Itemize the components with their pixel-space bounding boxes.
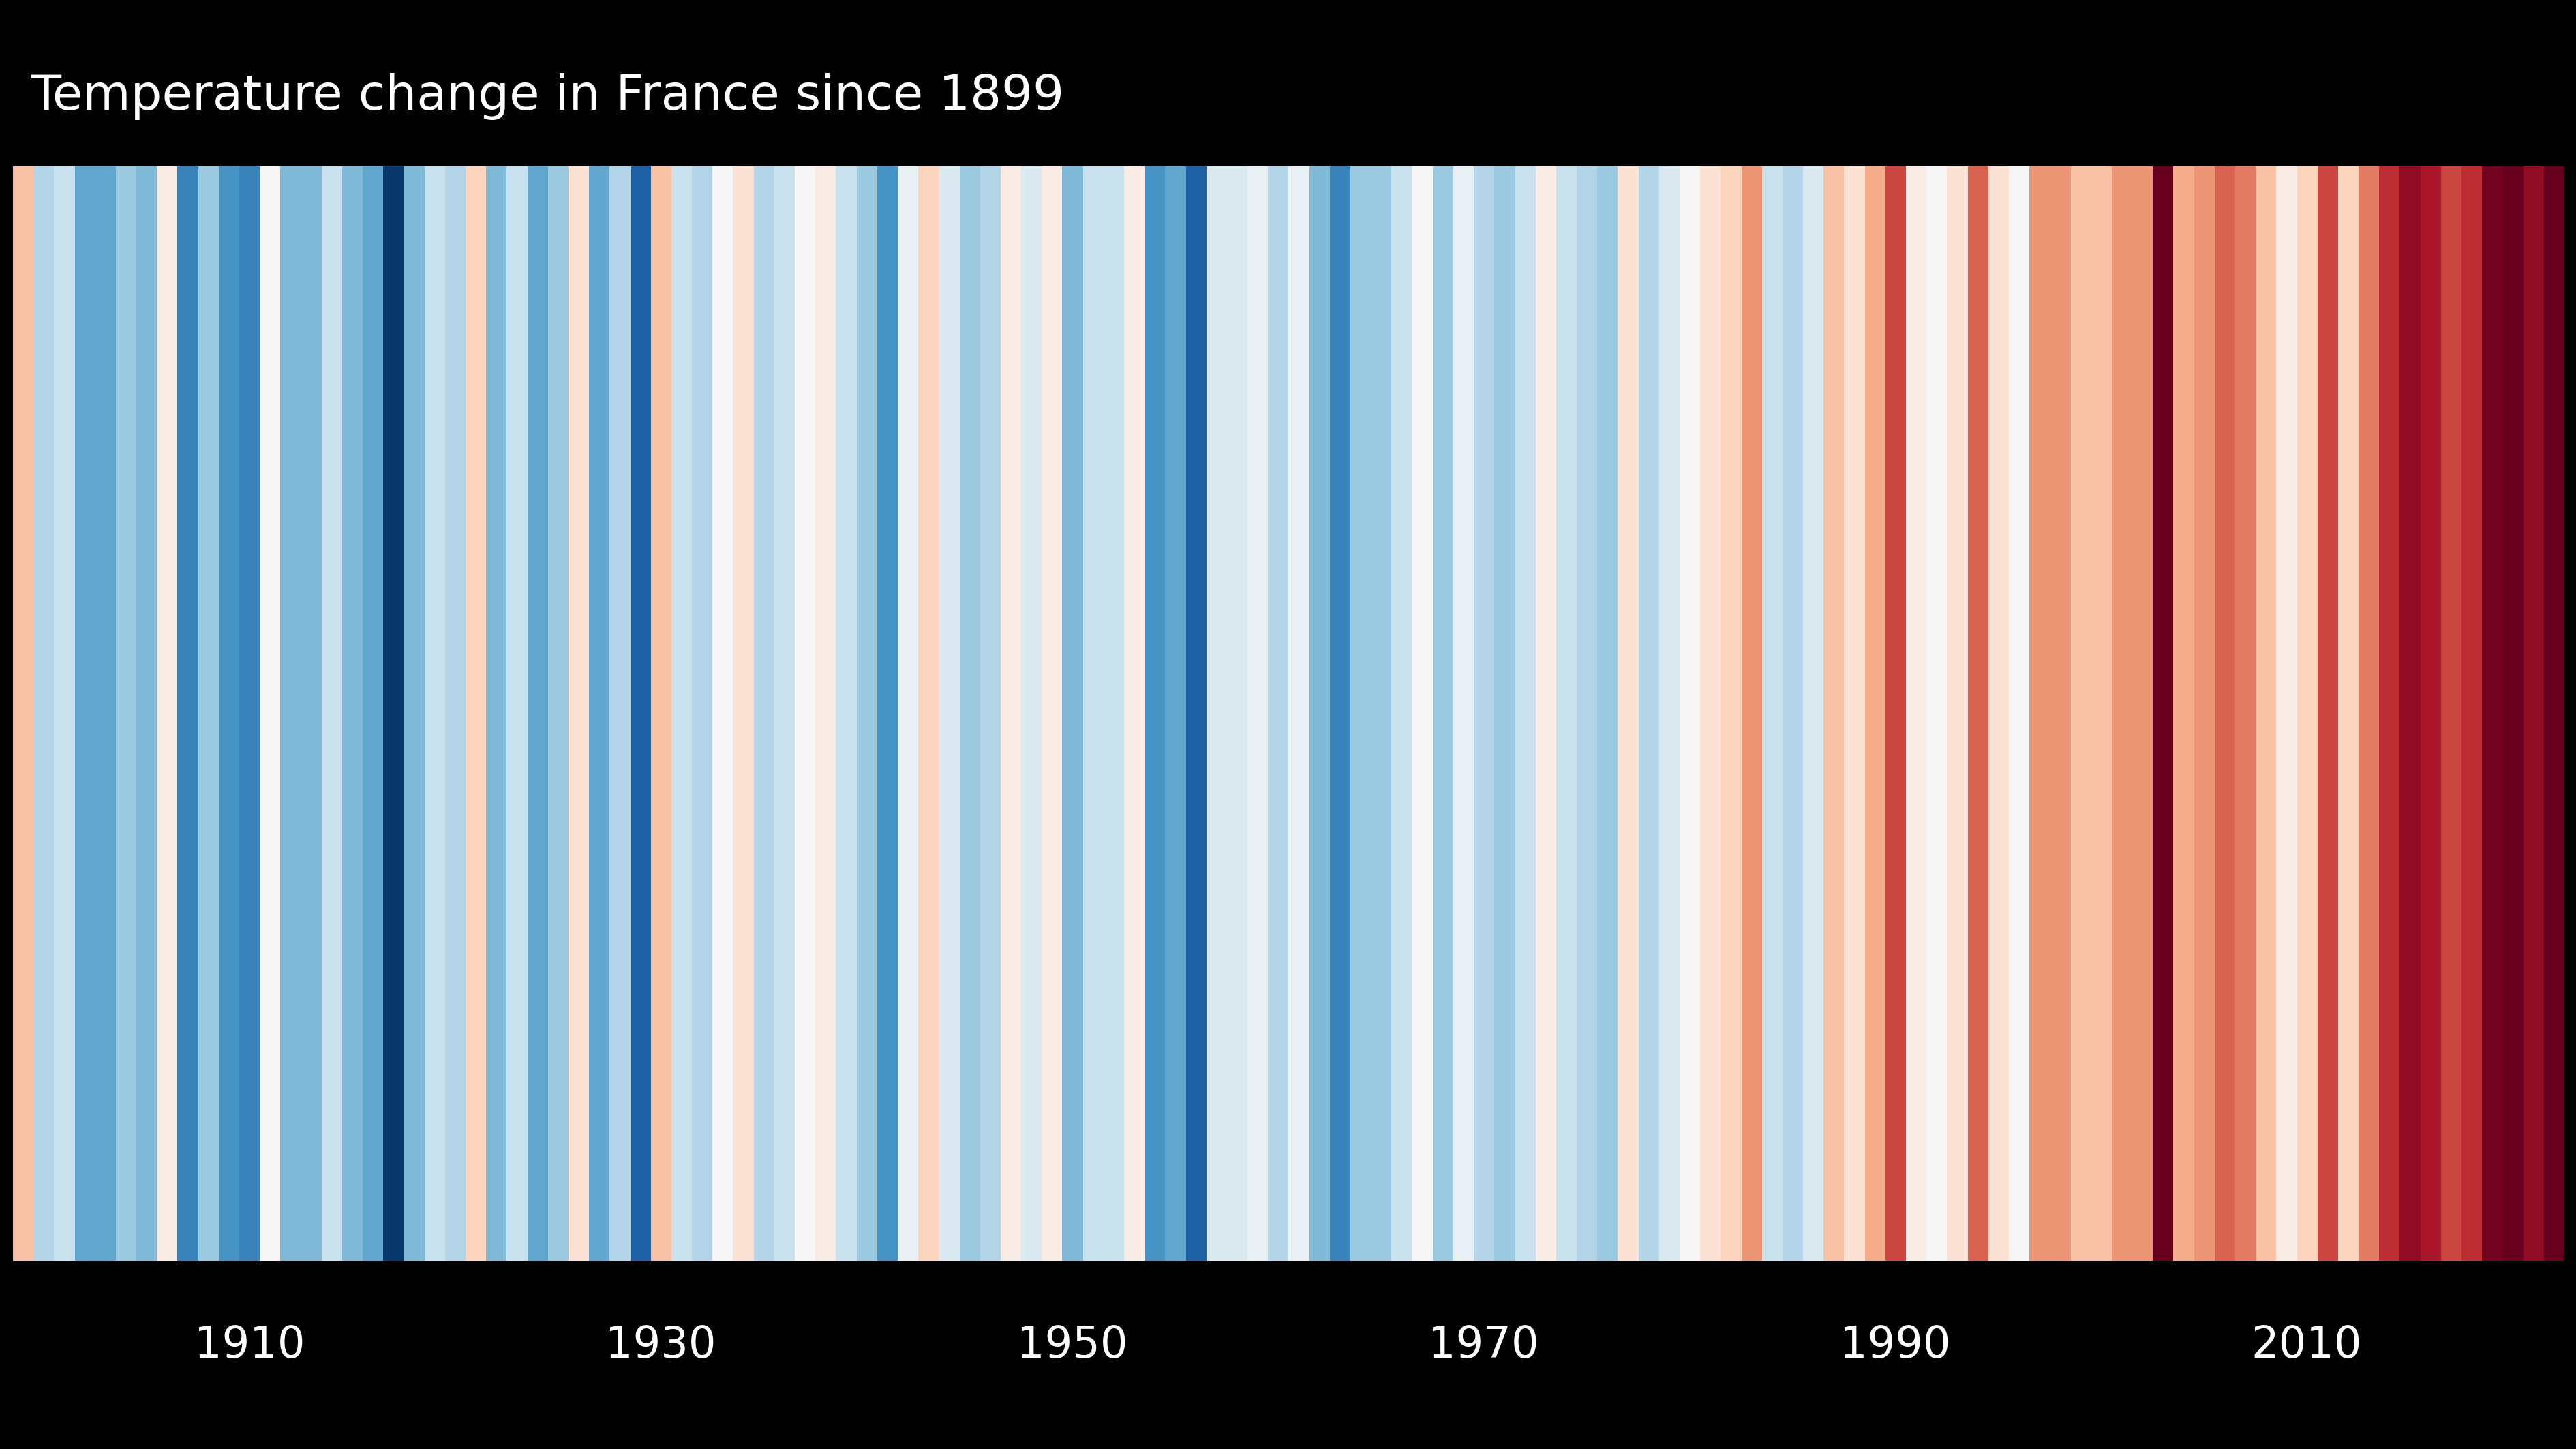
Text: 1970: 1970 (1427, 1324, 1538, 1366)
Text: 2010: 2010 (2251, 1324, 2362, 1366)
Text: 1910: 1910 (193, 1324, 304, 1366)
Text: 1990: 1990 (1839, 1324, 1950, 1366)
Text: 1930: 1930 (605, 1324, 716, 1366)
Text: Temperature change in France since 1899: Temperature change in France since 1899 (31, 72, 1064, 120)
Text: 1950: 1950 (1018, 1324, 1128, 1366)
